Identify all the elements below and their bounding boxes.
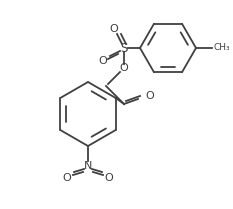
Text: O: O: [145, 91, 154, 101]
Text: CH₃: CH₃: [213, 43, 230, 52]
Text: S: S: [120, 42, 128, 55]
Text: O: O: [63, 173, 71, 183]
Text: O: O: [120, 63, 128, 73]
Text: O: O: [99, 56, 107, 66]
Text: N: N: [84, 161, 92, 171]
Text: O: O: [105, 173, 113, 183]
Text: O: O: [110, 24, 118, 34]
